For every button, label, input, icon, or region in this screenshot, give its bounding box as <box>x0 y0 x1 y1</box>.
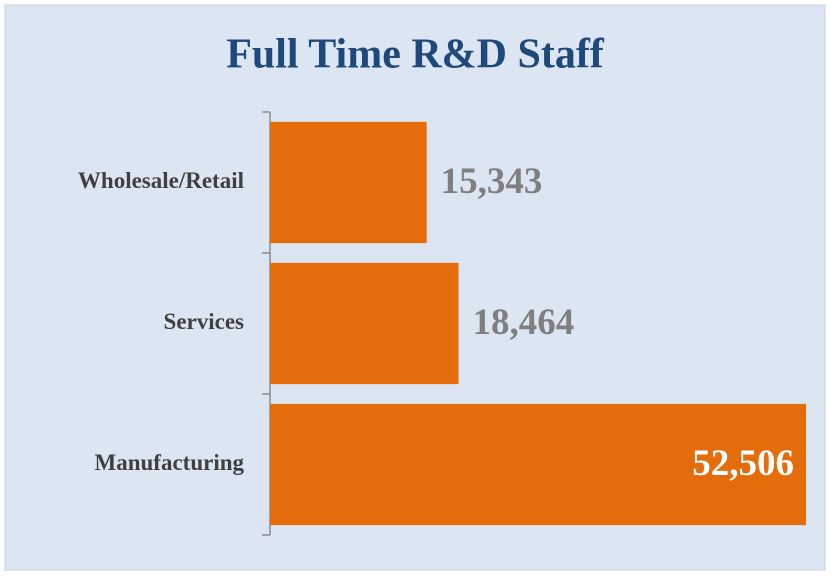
value-label: 15,343 <box>441 161 543 202</box>
bar <box>270 403 806 526</box>
category-label: Manufacturing <box>95 450 245 475</box>
bar <box>270 121 427 244</box>
category-label: Wholesale/Retail <box>78 168 244 193</box>
category-label: Services <box>164 309 245 334</box>
value-label: 52,506 <box>692 443 794 484</box>
bar <box>270 262 459 385</box>
value-label: 18,464 <box>472 302 574 343</box>
chart-title: Full Time R&D Staff <box>226 32 605 78</box>
